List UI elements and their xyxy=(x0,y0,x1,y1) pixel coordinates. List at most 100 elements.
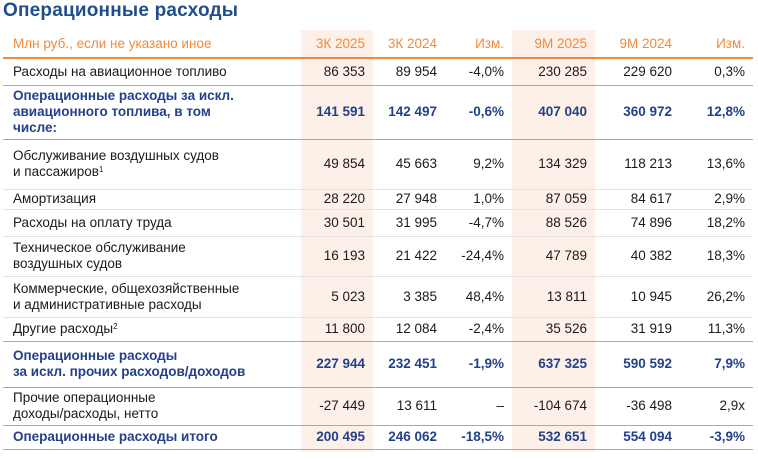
cell-q3-2024: 89 954 xyxy=(373,58,445,86)
cell-q3-2024: 45 663 xyxy=(373,139,445,190)
cell-m9-2024: 360 972 xyxy=(595,85,680,140)
row-label-line: Другие расходы xyxy=(13,321,114,336)
cell-m9-2025: 47 789 xyxy=(512,236,595,277)
cell-m9-2024: 118 213 xyxy=(595,139,680,190)
cell-m9-change: 12,8% xyxy=(680,85,753,140)
cell-q-change: -2,4% xyxy=(445,317,512,342)
cell-q3-2024: 21 422 xyxy=(373,236,445,277)
cell-q-change: 48,4% xyxy=(445,276,512,318)
cell-m9-2025: 88 526 xyxy=(512,209,595,237)
row-label-line: Расходы на оплату труда xyxy=(13,214,172,230)
table-row: Прочие операционные доходы/расходы, нетто… xyxy=(3,387,753,426)
row-label-line: Амортизация xyxy=(13,191,97,206)
cell-q-change: -24,4% xyxy=(445,236,512,277)
header-3k2024: 3К 2024 xyxy=(373,30,445,59)
cell-q3-2025: 141 591 xyxy=(301,85,373,140)
cell-m9-change: 2,9x xyxy=(680,387,753,426)
row-label: Операционные расходы итого xyxy=(3,425,301,450)
row-label: Другие расходы2 xyxy=(3,317,301,342)
cell-m9-change: 11,3% xyxy=(680,317,753,342)
operating-expenses-table: Млн руб., если не указано иное 3К 2025 3… xyxy=(3,30,753,450)
cell-m9-2025: 637 325 xyxy=(512,341,595,388)
table-row: Другие расходы2 11 800 12 084 -2,4% 35 526 31… xyxy=(3,317,753,342)
row-label: Операционные расходы за искл. прочих расх… xyxy=(3,341,301,388)
cell-q-change: -0,6% xyxy=(445,85,512,140)
header-3k2025: 3К 2025 xyxy=(301,30,373,59)
table-row: Техническое обслуживание воздушных судов 1… xyxy=(3,236,753,277)
row-label-line: числе: xyxy=(13,120,58,135)
table-row: Расходы на авиационное топливо 86 353 89 9… xyxy=(3,58,753,86)
row-label-line: Обслуживание воздушных судов xyxy=(13,148,219,163)
cell-m9-2025: 230 285 xyxy=(512,58,595,86)
table-row: Операционные расходы за искл. прочих расх… xyxy=(3,341,753,388)
cell-m9-2024: -36 498 xyxy=(595,387,680,426)
cell-q3-2025: 28 220 xyxy=(301,189,373,210)
row-label-line: Расходы на авиационное топливо xyxy=(13,63,227,79)
row-label-line: Прочие операционные xyxy=(13,390,156,405)
cell-m9-change: 0,3% xyxy=(680,58,753,86)
row-label-line: авиационного топлива, в том xyxy=(13,104,211,119)
cell-m9-2024: 10 945 xyxy=(595,276,680,318)
row-label: Техническое обслуживание воздушных судов xyxy=(3,236,301,277)
table-row: Расходы на оплату труда 30 501 31 995 -4,7%… xyxy=(3,209,753,237)
cell-q3-2025: 227 944 xyxy=(301,341,373,388)
cell-q3-2024: 246 062 xyxy=(373,425,445,450)
row-label-line: Операционные расходы итого xyxy=(13,429,218,444)
cell-m9-2024: 74 896 xyxy=(595,209,680,237)
cell-m9-2025: -104 674 xyxy=(512,387,595,426)
row-label-line: и административные расходы xyxy=(13,296,202,312)
header-q-change: Изм. xyxy=(445,30,512,59)
row-label: Обслуживание воздушных судов и пассажиров… xyxy=(3,139,301,190)
cell-m9-change: 13,6% xyxy=(680,139,753,190)
row-label-line: Операционные расходы за искл. xyxy=(13,88,234,103)
cell-m9-change: -3,9% xyxy=(680,425,753,450)
cell-m9-change: 18,2% xyxy=(680,209,753,237)
row-label: Расходы на авиационное топливо xyxy=(3,58,301,86)
cell-m9-change: 18,3% xyxy=(680,236,753,277)
table-header-row: Млн руб., если не указано иное 3К 2025 3… xyxy=(3,30,753,59)
row-label-line: Операционные расходы xyxy=(13,348,178,363)
row-label: Операционные расходы за искл. авиационног… xyxy=(3,85,301,140)
cell-q-change: -18,5% xyxy=(445,425,512,450)
table-row: Коммерческие, общехозяйственные и админис… xyxy=(3,276,753,318)
cell-m9-2025: 407 040 xyxy=(512,85,595,140)
cell-m9-2024: 84 617 xyxy=(595,189,680,210)
cell-q3-2025: 86 353 xyxy=(301,58,373,86)
footnote-marker: 1 xyxy=(98,165,104,174)
cell-q3-2024: 31 995 xyxy=(373,209,445,237)
cell-q3-2025: 16 193 xyxy=(301,236,373,277)
cell-q3-2025: 30 501 xyxy=(301,209,373,237)
cell-m9-2024: 31 919 xyxy=(595,317,680,342)
row-label: Коммерческие, общехозяйственные и админис… xyxy=(3,276,301,318)
table-row: Обслуживание воздушных судов и пассажиров… xyxy=(3,139,753,190)
table-row: Амортизация 28 220 27 948 1,0% 87 059 84 617 2… xyxy=(3,189,753,210)
cell-m9-2025: 134 329 xyxy=(512,139,595,190)
cell-q3-2024: 12 084 xyxy=(373,317,445,342)
cell-q3-2025: -27 449 xyxy=(301,387,373,426)
cell-q-change: 9,2% xyxy=(445,139,512,190)
cell-q3-2024: 232 451 xyxy=(373,341,445,388)
header-9m2024: 9М 2024 xyxy=(595,30,680,59)
page-title: Операционные расходы xyxy=(3,0,239,21)
cell-q3-2024: 142 497 xyxy=(373,85,445,140)
cell-q3-2024: 3 385 xyxy=(373,276,445,318)
cell-m9-change: 7,9% xyxy=(680,341,753,388)
cell-q3-2025: 200 495 xyxy=(301,425,373,450)
cell-q-change: 1,0% xyxy=(445,189,512,210)
cell-q-change: -1,9% xyxy=(445,341,512,388)
row-label-line: доходы/расходы, нетто xyxy=(13,406,159,421)
row-label: Амортизация xyxy=(3,189,301,210)
cell-q3-2024: 13 611 xyxy=(373,387,445,426)
cell-m9-change: 2,9% xyxy=(680,189,753,210)
cell-m9-2025: 13 811 xyxy=(512,276,595,318)
row-label-line: за искл. прочих расходов/доходов xyxy=(13,364,246,379)
cell-m9-2024: 229 620 xyxy=(595,58,680,86)
cell-q3-2025: 5 023 xyxy=(301,276,373,318)
row-label-line: Коммерческие, общехозяйственные xyxy=(13,280,240,296)
row-label: Прочие операционные доходы/расходы, нетто xyxy=(3,387,301,426)
table-row: Операционные расходы итого 200 495 246 062… xyxy=(3,425,753,450)
cell-q3-2025: 49 854 xyxy=(301,139,373,190)
cell-m9-2024: 554 094 xyxy=(595,425,680,450)
header-9m-change: Изм. xyxy=(680,30,753,59)
row-label: Расходы на оплату труда xyxy=(3,209,301,237)
